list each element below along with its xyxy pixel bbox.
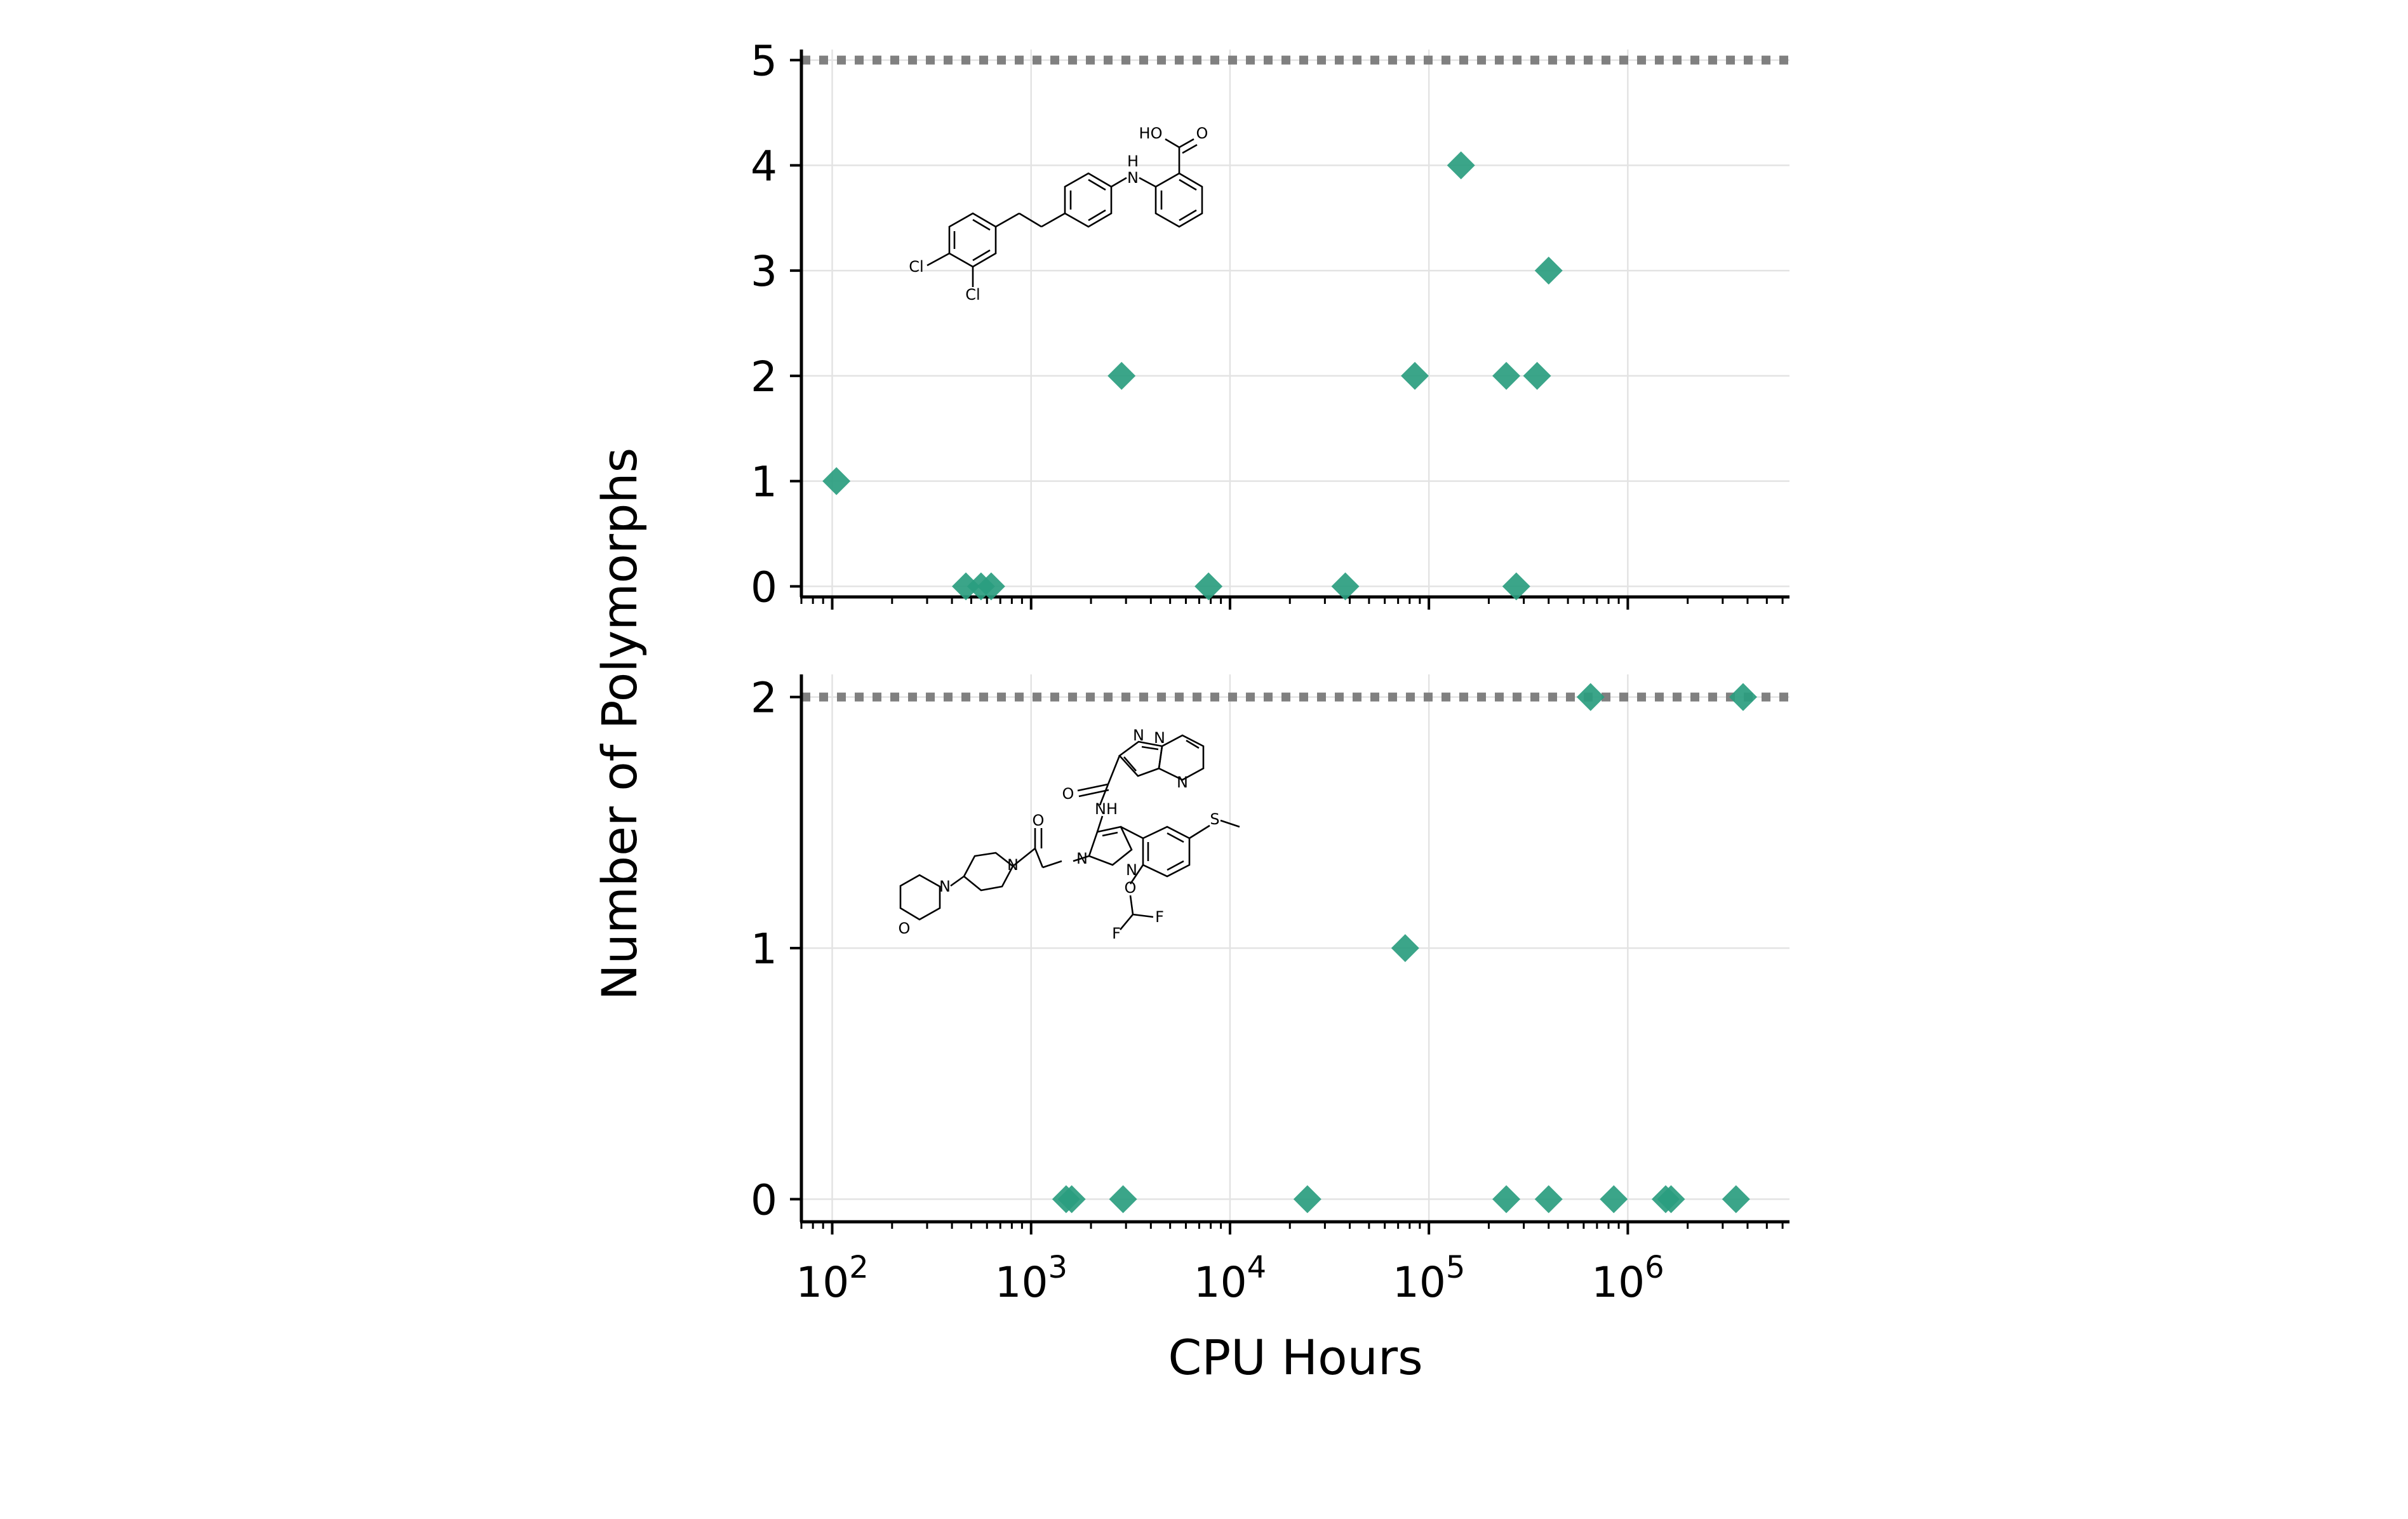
data-point-diamond xyxy=(1523,361,1551,390)
molecule-atom-label: O xyxy=(899,920,911,937)
y-axis-title: Number of Polymorphs xyxy=(591,448,648,1000)
data-point-diamond xyxy=(1107,361,1136,390)
y-tick-label: 1 xyxy=(751,925,777,974)
y-tick-label: 5 xyxy=(751,37,777,86)
data-point-diamond xyxy=(1057,1185,1086,1214)
molecule-atom-label: N xyxy=(939,878,951,895)
y-tick-label: 4 xyxy=(751,142,777,191)
molecule-labels-top: HO O H N Cl Cl xyxy=(909,124,1208,304)
y-tick-label: 3 xyxy=(751,247,777,296)
data-point-diamond xyxy=(952,572,980,601)
y-tick-label: 2 xyxy=(751,674,777,723)
x-axis-title: CPU Hours xyxy=(1168,1329,1422,1386)
data-point-diamond xyxy=(977,572,1005,601)
molecule-atom-label: O xyxy=(1033,812,1045,829)
x-tick-base: 10 xyxy=(994,1258,1048,1307)
molecule-atom-label: Cl xyxy=(965,286,980,304)
x-tick-label: 106 xyxy=(1591,1250,1664,1307)
x-tick-label: 103 xyxy=(994,1250,1067,1307)
data-point-diamond xyxy=(1194,572,1223,601)
molecule-structure-top xyxy=(926,138,1203,287)
molecule-atom-label: N xyxy=(1076,850,1088,867)
top-panel: 0 1 2 3 4 5 xyxy=(751,37,1789,612)
x-tick-base: 10 xyxy=(1591,1258,1645,1307)
molecule-atom-label: Cl xyxy=(909,258,923,276)
data-point-diamond xyxy=(1331,572,1360,601)
data-point-diamond xyxy=(1447,151,1475,180)
molecule-atom-label: N xyxy=(1007,856,1019,874)
molecule-atom-label: O xyxy=(1125,879,1137,897)
y-tick-label: 1 xyxy=(751,458,777,507)
data-point-diamond xyxy=(1722,1185,1750,1214)
molecule-atom-label: N xyxy=(1126,861,1137,879)
data-point-diamond xyxy=(1492,1185,1521,1214)
data-point-diamond xyxy=(1401,361,1429,390)
x-tick-label: 105 xyxy=(1393,1250,1466,1307)
x-tick-exponent: 4 xyxy=(1247,1250,1267,1285)
molecule-atom-label: O xyxy=(1196,124,1208,142)
data-point-diamond xyxy=(1600,1185,1628,1214)
molecule-atom-label: O xyxy=(1062,785,1074,803)
x-tick-label: 104 xyxy=(1194,1250,1267,1307)
data-point-diamond xyxy=(1293,1185,1321,1214)
bottom-panel: 0 1 2 xyxy=(751,674,1789,1235)
molecule-atom-label: H xyxy=(1127,152,1139,170)
x-tick-label: 102 xyxy=(796,1250,869,1307)
molecule-atom-label: F xyxy=(1112,925,1121,942)
molecule-structure-bottom xyxy=(899,734,1240,930)
molecule-labels-bottom: N N N O NH S O N N N N O F F O xyxy=(899,726,1220,942)
x-tick-base: 10 xyxy=(1393,1258,1446,1307)
data-point-diamond xyxy=(1534,257,1563,285)
x-tick-exponent: 6 xyxy=(1645,1250,1664,1285)
molecule-atom-label: S xyxy=(1210,810,1219,828)
x-tick-exponent: 3 xyxy=(1048,1250,1067,1285)
y-tick-label: 0 xyxy=(751,1175,777,1224)
data-point-diamond xyxy=(1391,934,1419,962)
molecule-atom-label: NH xyxy=(1095,800,1118,818)
molecule-atom-label: HO xyxy=(1139,124,1163,142)
y-tick-label: 2 xyxy=(751,352,777,401)
x-tick-exponent: 2 xyxy=(849,1250,869,1285)
data-point-diamond xyxy=(1109,1185,1137,1214)
data-point-diamond xyxy=(1534,1185,1563,1214)
x-tick-exponent: 5 xyxy=(1446,1250,1466,1285)
data-point-diamond xyxy=(1502,572,1530,601)
molecule-atom-label: N xyxy=(1133,726,1144,744)
molecule-atom-label: F xyxy=(1155,908,1164,926)
x-tick-base: 10 xyxy=(1194,1258,1247,1307)
data-point-diamond xyxy=(1657,1185,1685,1214)
x-tick-labels: 102 103 104 105 106 xyxy=(796,1250,1664,1307)
x-tick-base: 10 xyxy=(796,1258,849,1307)
data-point-diamond xyxy=(1729,683,1757,711)
molecule-atom-label: N xyxy=(1127,169,1139,187)
data-point-diamond xyxy=(822,467,851,495)
data-point-diamond xyxy=(1576,683,1605,711)
molecule-atom-label: N xyxy=(1154,729,1165,747)
molecule-atom-label: N xyxy=(1177,773,1188,791)
data-point-diamond xyxy=(1492,361,1521,390)
y-tick-label: 0 xyxy=(751,563,777,612)
